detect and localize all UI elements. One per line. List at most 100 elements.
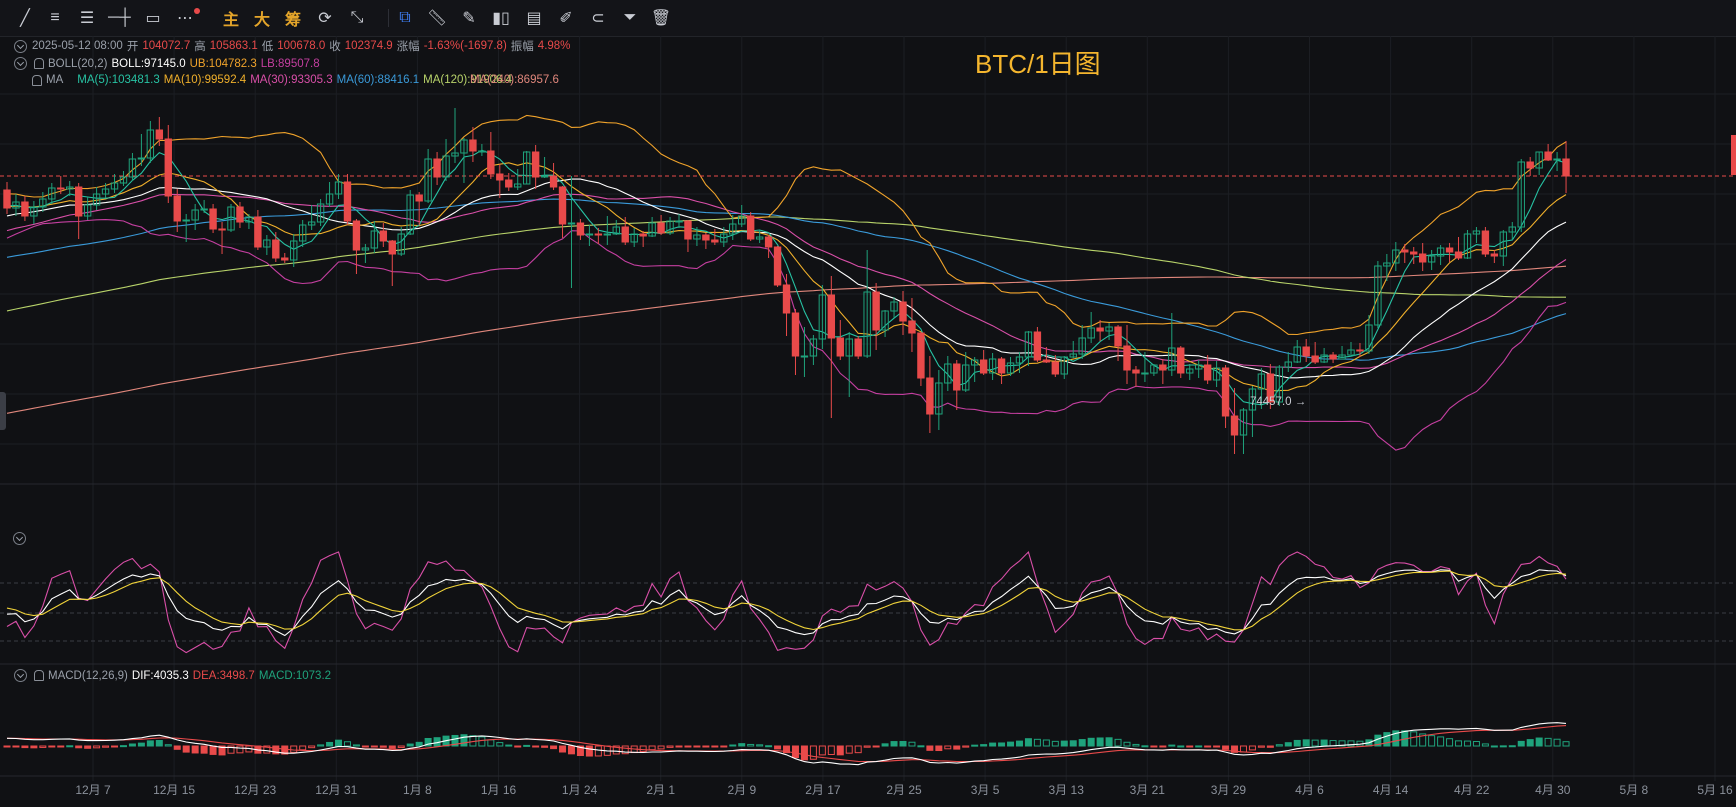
note-tool-icon[interactable]: ✐ [559,10,573,27]
candle-body [334,181,343,195]
rectangle-tool-icon[interactable]: ▭ [145,10,161,27]
macd-histogram-bar [1159,745,1167,748]
macd-histogram-bar [290,745,298,753]
candle-body [227,206,235,231]
macd-histogram-bar [1392,730,1400,747]
macd-histogram-bar [1150,745,1158,748]
macd-histogram-bar [594,745,602,757]
more-tool-icon[interactable]: ⋯ [177,10,193,27]
x-axis-label: 3月 5 [970,783,1000,797]
candle-body [648,222,656,237]
macd-histogram-bar [1499,745,1507,748]
candle-body [1347,349,1355,356]
candles-tool-icon[interactable]: ▮▯ [492,10,510,27]
refresh-tool-icon[interactable]: ⟳ [318,10,332,27]
chip-distribution-button[interactable]: 筹 [284,12,301,29]
candle-body [926,377,934,415]
candle-body [92,193,101,206]
macd-histogram-bar [1472,741,1480,747]
macd-histogram-bar [523,744,531,747]
macd-histogram-bar [272,745,280,755]
amplitude-value: 4.98% [537,40,571,52]
candle-body [137,157,146,160]
macd-histogram-bar [854,745,862,754]
kdj-pane-collapse-icon[interactable] [13,532,26,545]
ohlc-info-row: 2025-05-12 08:00 开 104072.7 高 105863.1 低 10… [14,38,574,54]
macd-histogram-bar [1490,745,1498,748]
candle-body [621,226,629,243]
clipboard-tool-icon[interactable]: ▤ [526,10,542,27]
candle-body [21,201,29,217]
candle-body [397,233,405,255]
magnet-tool-icon[interactable]: ⊂ [591,10,605,27]
macd-histogram-bar [128,743,136,747]
collapse-icon[interactable] [14,39,27,53]
candle-body [164,138,172,197]
x-axis-label: 12月 23 [234,783,277,797]
candle-body [1392,249,1400,264]
candle-body [908,320,916,334]
candle-body [1060,356,1068,375]
candle-body [406,194,414,235]
macd-histogram-bar [388,745,396,749]
bell-icon[interactable] [34,58,44,69]
change-label: 涨幅 [396,41,420,53]
filter-tool-icon[interactable]: ⏷ [623,9,637,26]
macd-histogram-bar [200,745,208,754]
candle-body [1069,353,1077,358]
candle-body [702,234,710,241]
macd-histogram-bar [1231,745,1239,753]
candle-body [1454,251,1463,259]
kdj-j-line [6,550,1567,654]
macd-histogram-bar [675,745,683,748]
ma-info-row: MA MA(5):103481.3 MA(10):99592.4 MA(30):… [14,74,563,86]
line-tool-icon[interactable]: ╱ [20,10,30,27]
low-label: 低 [261,41,274,53]
main-indicator-button[interactable]: 主 [222,12,239,29]
macd-histogram-bar [693,745,701,748]
ruler-tool-icon[interactable]: 📏︎ [426,10,448,27]
collapse-icon[interactable] [14,57,27,70]
macd-histogram-bar [980,744,988,747]
macd-histogram-bar [657,745,665,750]
candle-body [451,152,459,157]
macd-histogram-bar [352,744,360,747]
candle-body [800,355,809,358]
candle-body [487,150,495,175]
chart-canvas[interactable] [0,36,1736,807]
copy-tool-icon[interactable]: ⧉ [399,9,411,26]
candle-body [1311,355,1319,363]
panel-drag-handle[interactable] [0,392,6,430]
candle-body [979,359,988,374]
candle-body [433,158,441,178]
channel-tool-icon[interactable]: ☰ [79,10,95,27]
macd-histogram-bar [809,745,817,760]
macd-histogram-bar [711,745,719,748]
candle-body [316,203,325,223]
macd-histogram-bar [424,737,432,747]
collapse-icon[interactable] [14,669,27,682]
macd-histogram-bar [944,745,952,750]
big-order-button[interactable]: 大 [253,12,270,29]
horizontal-line-tool-icon[interactable]: ─┼ [108,9,131,26]
candle-body [1338,354,1346,360]
macd-histogram-bar [209,745,217,755]
x-axis-label: 2月 9 [727,783,757,797]
delete-tool-icon[interactable]: 🗑︎ [650,10,672,27]
candle-body [729,223,737,235]
candle-body [970,359,979,366]
candle-body [1132,369,1140,374]
candle-body [307,221,316,226]
candle-body [666,220,674,234]
candle-body [101,188,110,195]
measure-tool-icon[interactable]: ⤡ [350,9,364,26]
multi-line-tool-icon[interactable]: ≡ [50,9,60,26]
candle-body [1114,326,1122,347]
pen-tool-icon[interactable]: ✎ [462,10,476,27]
bell-icon[interactable] [34,670,44,681]
bell-icon[interactable] [32,74,42,86]
macd-histogram-bar [621,745,629,755]
candle-body [245,216,253,223]
candle-body [531,151,540,178]
macd-histogram-bar [3,745,11,748]
